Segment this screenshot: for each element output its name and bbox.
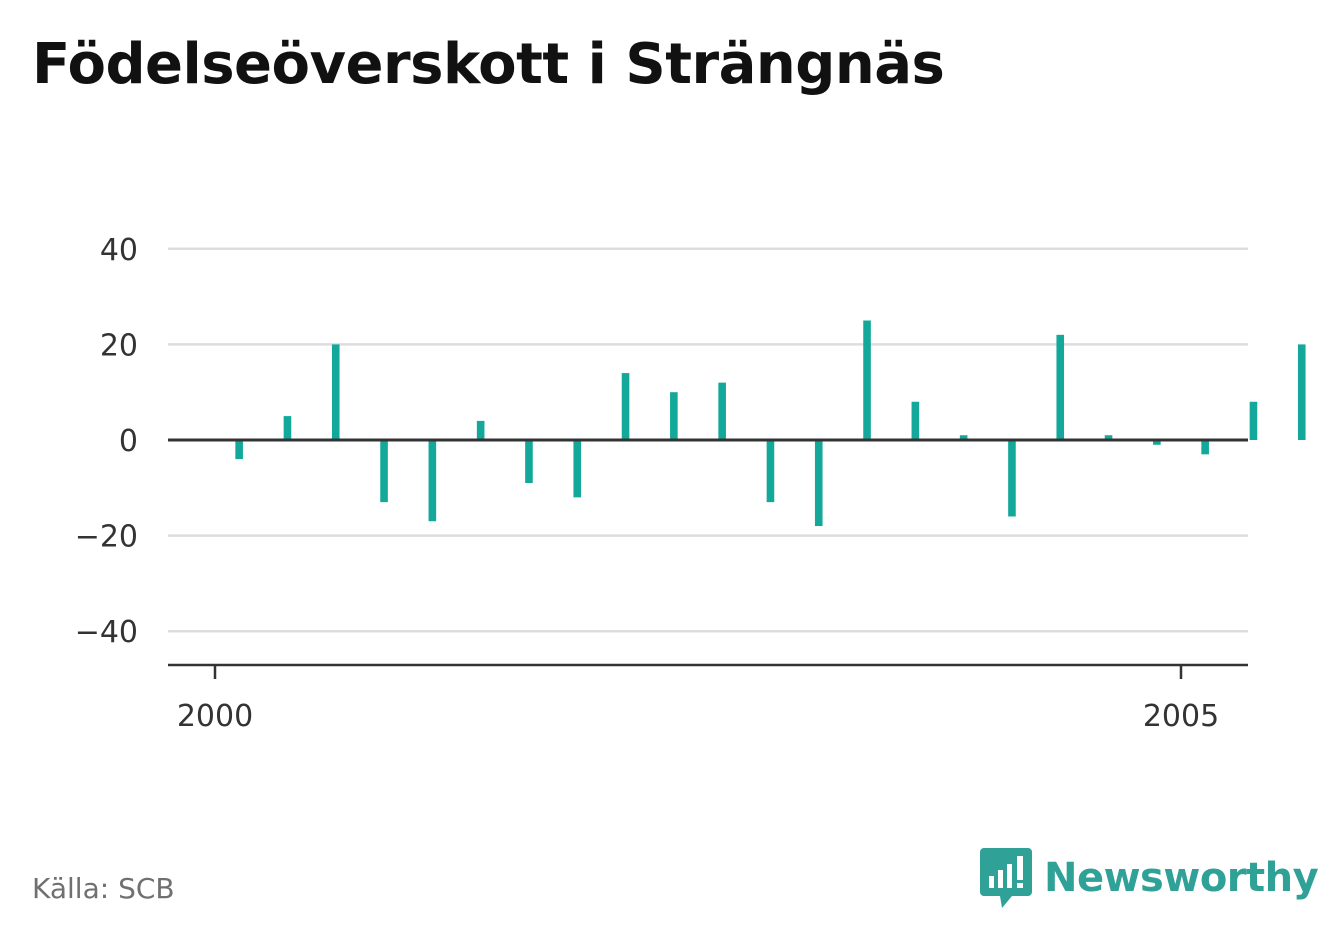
y-tick-label: 0 bbox=[119, 424, 138, 459]
x-tick-label: 2005 bbox=[1143, 699, 1219, 734]
bars bbox=[235, 320, 1306, 527]
bar bbox=[1104, 435, 1113, 440]
bar bbox=[331, 344, 340, 440]
bar bbox=[863, 320, 871, 440]
bar bbox=[476, 420, 485, 440]
bar bbox=[1201, 440, 1209, 455]
bar-chart: −40−2002040200020052010201520202025 bbox=[75, 233, 1306, 734]
bar bbox=[621, 373, 630, 440]
bar bbox=[766, 440, 775, 503]
bar bbox=[525, 440, 533, 484]
bar bbox=[1249, 401, 1258, 440]
source-note: Källa: SCB bbox=[32, 872, 175, 905]
bar bbox=[283, 416, 292, 440]
bar bbox=[670, 392, 678, 440]
bar bbox=[1153, 440, 1161, 445]
brand[interactable]: Newsworthy bbox=[980, 848, 1319, 908]
bar bbox=[1008, 440, 1016, 517]
axes: −40−2002040200020052010201520202025 bbox=[75, 233, 1248, 734]
y-tick-label: −40 bbox=[75, 615, 138, 650]
x-tick-label: 2000 bbox=[177, 699, 253, 734]
chart-title: Födelseöverskott i Strängnäs bbox=[32, 32, 945, 97]
bar bbox=[235, 440, 243, 460]
bar bbox=[718, 382, 726, 440]
y-tick-label: 40 bbox=[100, 233, 138, 268]
bar bbox=[959, 435, 968, 440]
bar bbox=[911, 401, 920, 440]
bar bbox=[1297, 344, 1306, 440]
bar bbox=[814, 440, 823, 527]
y-tick-label: −20 bbox=[75, 520, 138, 555]
bar bbox=[380, 440, 388, 503]
gridlines bbox=[168, 247, 1248, 633]
bar bbox=[428, 440, 437, 522]
newsworthy-logo-icon bbox=[980, 848, 1032, 908]
bar bbox=[1056, 334, 1065, 440]
brand-name: Newsworthy bbox=[1044, 855, 1319, 901]
bar bbox=[573, 440, 582, 498]
y-tick-label: 20 bbox=[100, 328, 138, 363]
